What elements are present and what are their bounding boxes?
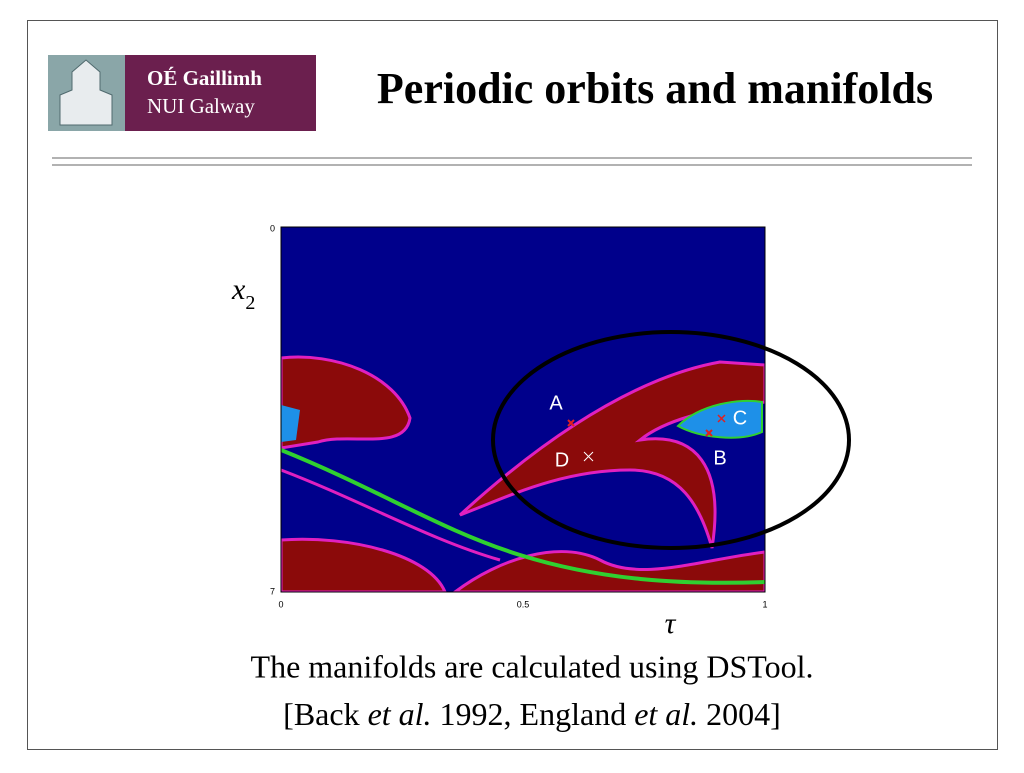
- manifold: [281, 468, 501, 562]
- caption: The manifolds are calculated using DSToo…: [251, 648, 814, 684]
- y-axis-label-main: x: [231, 273, 246, 306]
- point-label: A: [549, 392, 563, 414]
- region: [281, 405, 300, 442]
- slide-border: [27, 20, 998, 750]
- logo-tower: [59, 59, 113, 126]
- region: [458, 360, 765, 549]
- point-marker: [705, 429, 713, 437]
- x-tick-label: 1: [762, 599, 767, 609]
- logo-text: OÉ Gaillimh: [147, 66, 262, 90]
- point-marker: [583, 451, 594, 462]
- y-axis-label-sub: 2: [245, 292, 255, 314]
- caption-part: et al.: [368, 696, 432, 732]
- y-axis-label: x2: [231, 273, 255, 314]
- caption: [Back et al. 1992, England et al. 2004]: [283, 696, 781, 732]
- x-axis-label: τ: [665, 607, 677, 640]
- point-label: D: [555, 449, 569, 471]
- logo-text: NUI Galway: [147, 94, 255, 118]
- x-tick-label: 0.5: [517, 599, 530, 609]
- point-label: C: [733, 407, 747, 429]
- y-tick-label: 0: [270, 223, 275, 233]
- point-marker: [567, 419, 575, 427]
- highlight-ellipse: [491, 330, 851, 550]
- x-tick-label: 0: [278, 599, 283, 609]
- slide-title: Periodic orbits and manifolds: [377, 64, 933, 113]
- y-tick-label: 7: [270, 586, 275, 596]
- caption-part: 2004]: [698, 696, 781, 732]
- caption-part: [Back: [283, 696, 367, 732]
- plot-frame: [280, 226, 766, 593]
- region: [281, 355, 412, 450]
- manifold: [281, 448, 765, 585]
- logo-panel: [125, 55, 316, 131]
- point-marker: [717, 414, 726, 423]
- caption-part: et al.: [634, 696, 698, 732]
- logo: OÉ Gaillimh NUI Galway: [48, 55, 316, 131]
- caption-part: 1992, England: [432, 696, 635, 732]
- phase-plot: [281, 227, 765, 592]
- point-label: B: [713, 447, 726, 469]
